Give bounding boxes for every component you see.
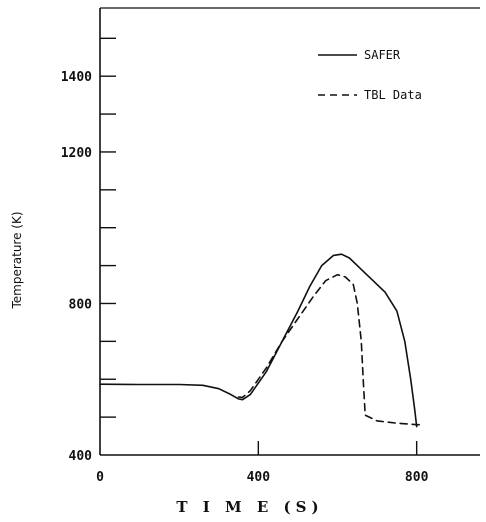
- tick-marks: [100, 37, 418, 455]
- series-line-tbl-data: [237, 273, 422, 426]
- x-tick-label-400: 400: [247, 470, 271, 485]
- series-layer: [99, 253, 422, 428]
- legend: SAFER TBL Data: [318, 48, 422, 102]
- x-tick-label-800: 800: [405, 470, 429, 485]
- y-tick-label-400: 400: [69, 449, 93, 464]
- legend-label-safer: SAFER: [364, 48, 401, 62]
- x-tick-label-0: 0: [96, 470, 104, 485]
- x-axis-label: T I M E (S): [176, 498, 323, 516]
- legend-label-tbl-data: TBL Data: [364, 88, 422, 102]
- y-axis-label: Temperature (K): [10, 211, 24, 309]
- y-tick-label-800: 800: [69, 297, 93, 312]
- series-line-safer: [99, 253, 418, 428]
- y-tick-label-1200: 1200: [61, 146, 92, 161]
- axes-frame: [99, 7, 480, 456]
- y-tick-label-1400: 1400: [61, 70, 92, 85]
